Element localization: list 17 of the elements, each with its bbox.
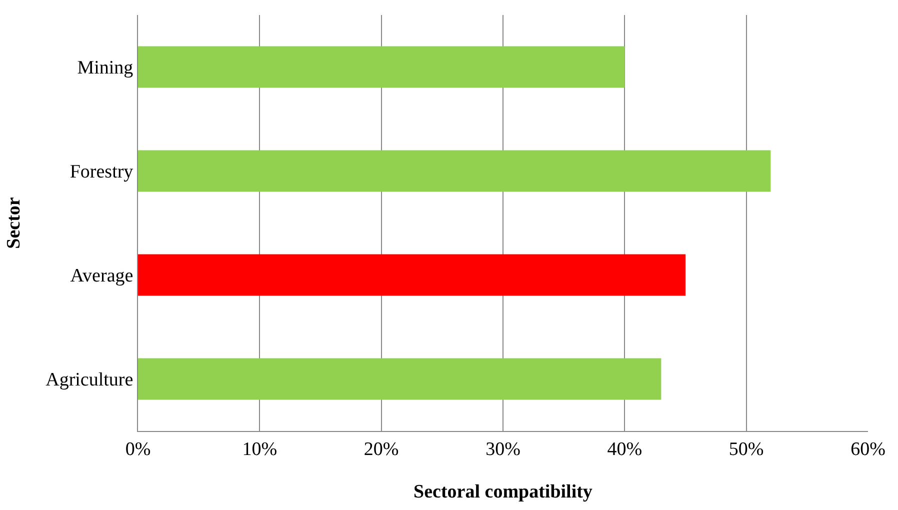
x-tick-label: 20%	[364, 438, 399, 460]
y-tick-label: Mining	[77, 58, 134, 79]
y-tick-label: Average	[70, 266, 134, 287]
x-tick-label: 40%	[607, 438, 642, 460]
y-tick-label: Agriculture	[46, 370, 134, 391]
x-tick-label: 0%	[125, 438, 151, 460]
y-tick-label: Forestry	[70, 162, 134, 183]
x-tick-label: 50%	[728, 438, 764, 460]
x-tick-label: 10%	[242, 438, 278, 460]
bar	[138, 254, 686, 296]
y-axis-title: Sector	[3, 196, 24, 249]
bar	[138, 150, 771, 192]
bar	[138, 46, 625, 88]
bar	[138, 358, 662, 400]
x-tick-label: 30%	[486, 438, 521, 460]
x-axis-title: Sectoral compatibility	[414, 482, 593, 503]
x-tick-label: 60%	[850, 438, 886, 460]
